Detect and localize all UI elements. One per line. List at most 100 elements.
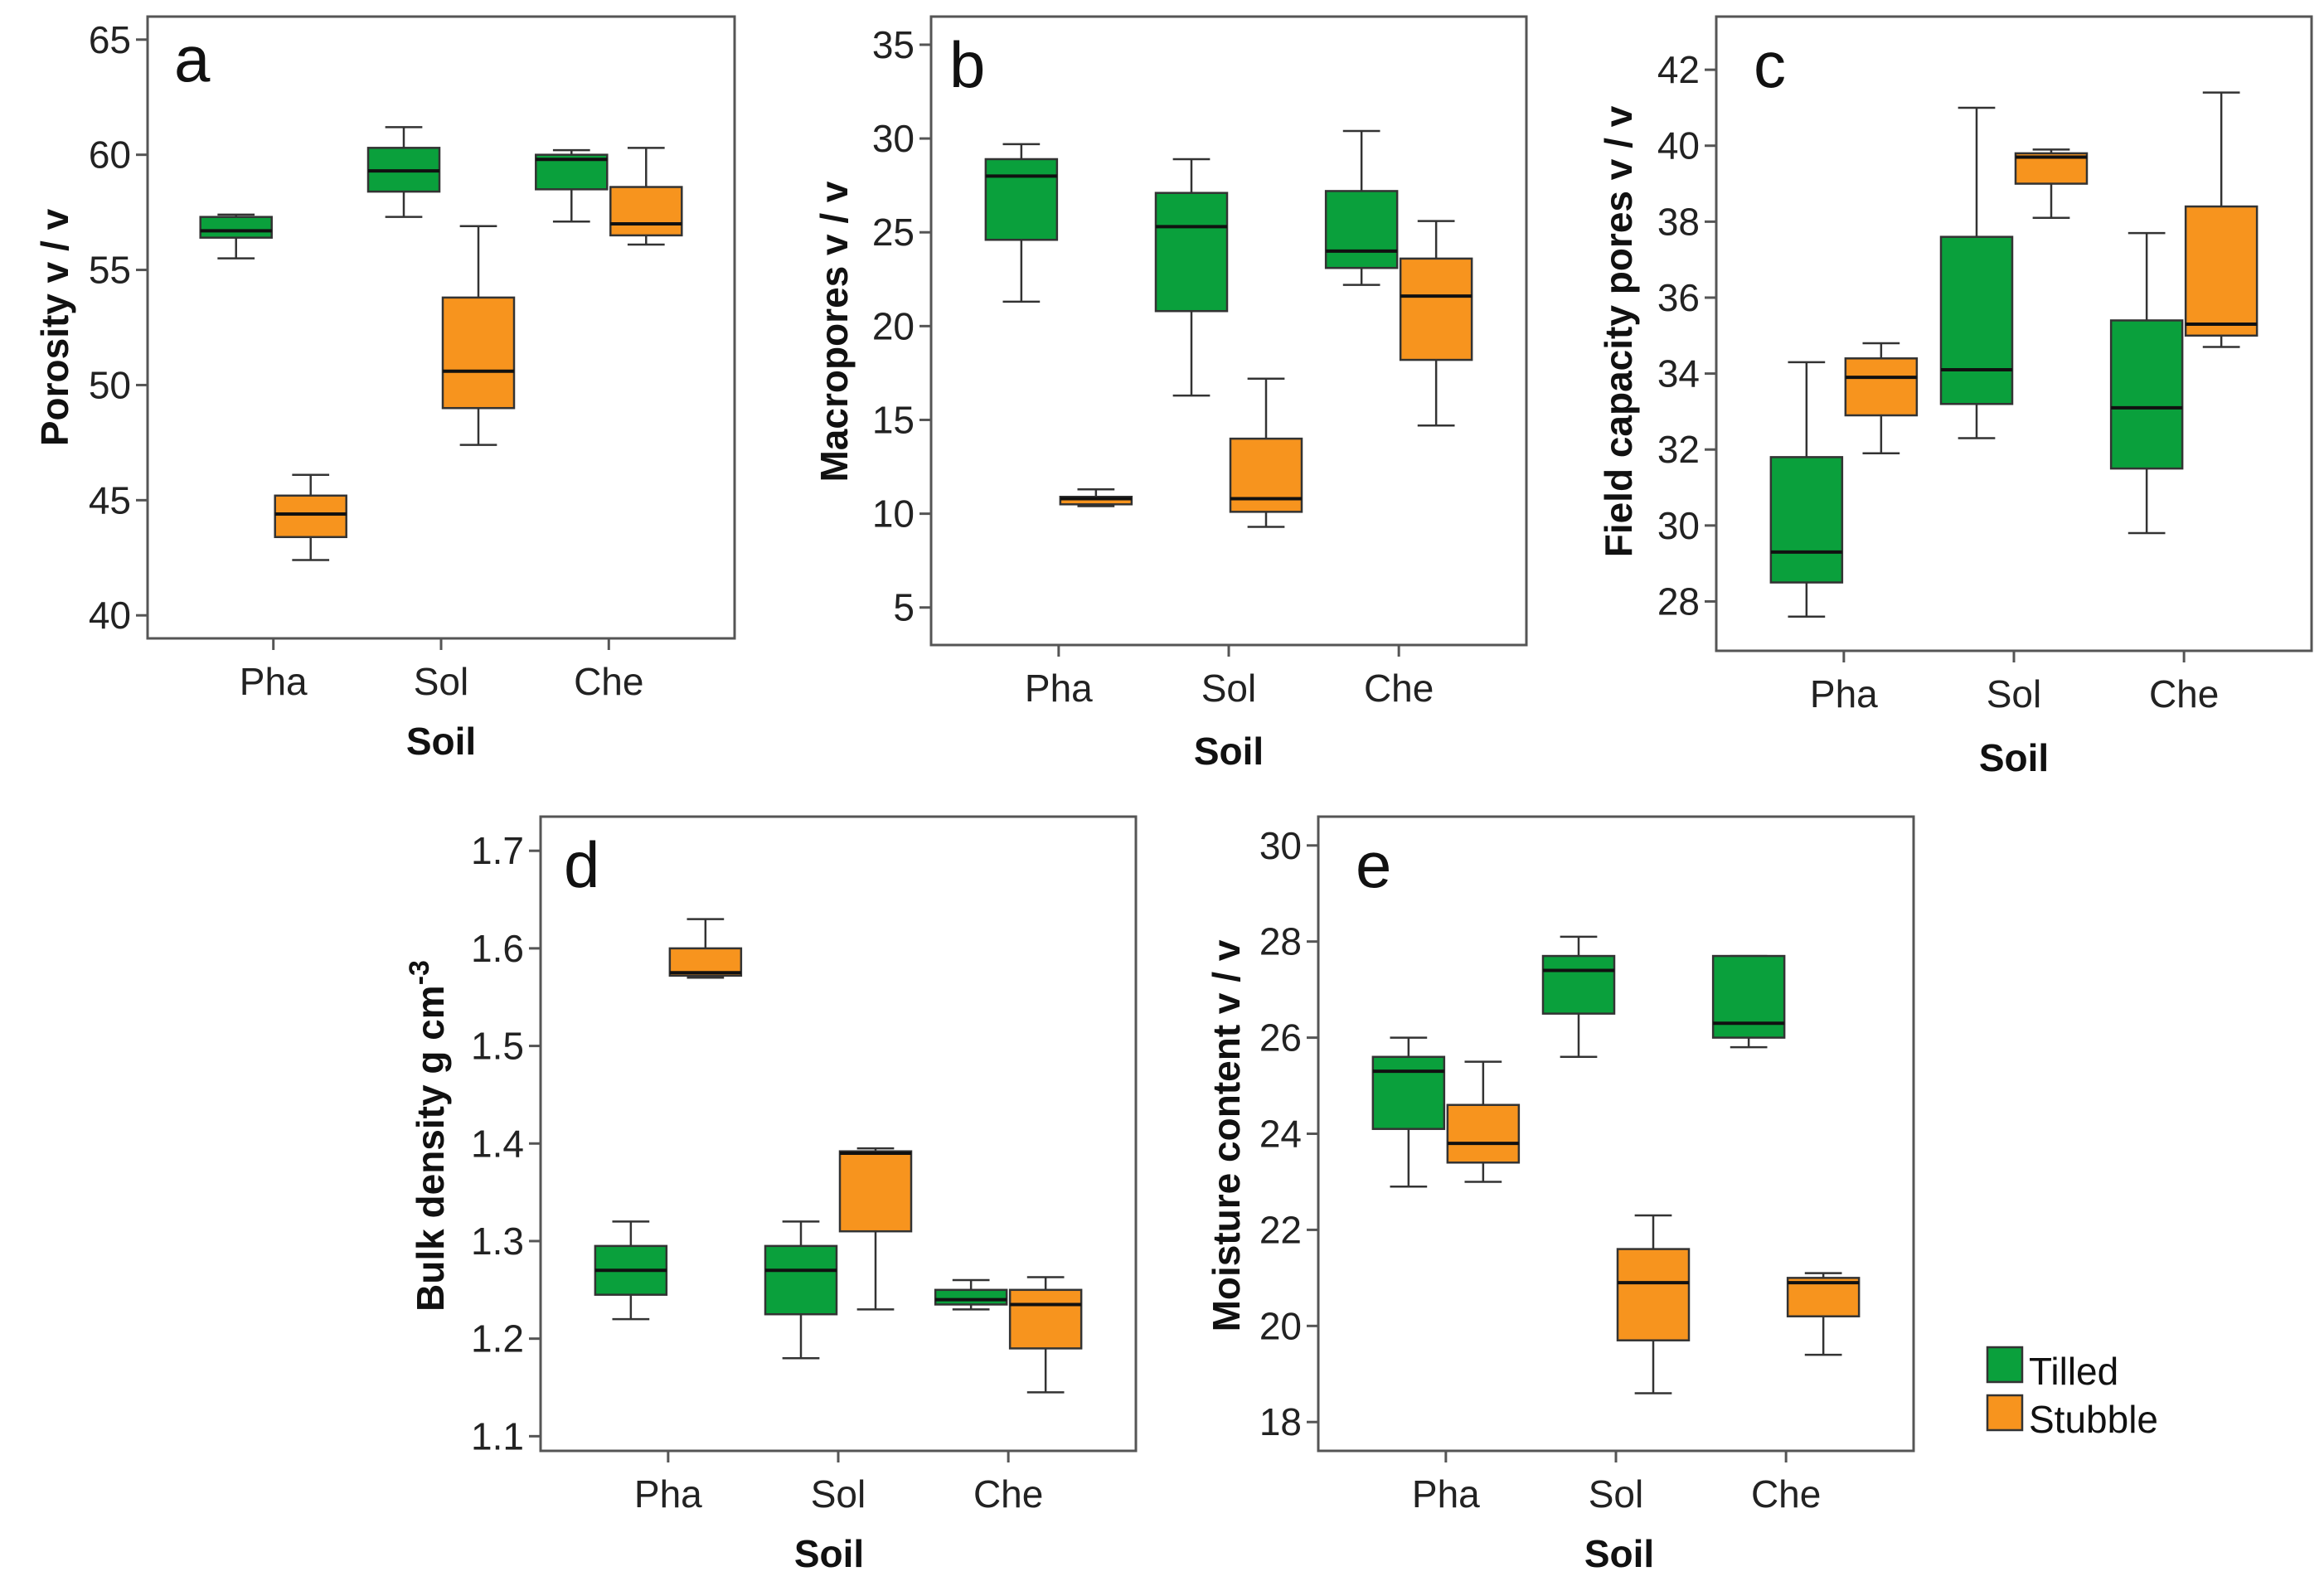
x-tick-label-che: Che [2149,672,2219,715]
panel-d-plot: 1.1 1.2 1.3 1.4 1.5 1.6 1.7 Pha Sol Che [471,829,1083,1516]
panel-a: a 40 45 50 55 60 65 Pha Sol Che Soil Porosity v … [33,15,736,763]
box-tilled-pha [1371,1055,1446,1130]
panel-a-plot: 40 45 50 55 60 65 Pha Sol Che [89,18,683,703]
y-tick-label: 50 [89,363,131,406]
y-tick-label: 1.5 [471,1025,524,1068]
box-stubble-pha [1844,357,1919,417]
box-tilled-pha [199,216,273,239]
box-tilled-che [2109,319,2184,470]
panel-d-y-title-main: Bulk density g cm [409,985,452,1312]
y-tick-label: 28 [1259,920,1302,963]
x-tick-label-pha: Pha [1025,667,1093,710]
y-tick-label: 18 [1259,1400,1302,1443]
panel-d-y-title-exponent: -3 [404,960,435,985]
panel-c-y-title: Field capacity pores v / v [1597,105,1640,557]
panel-a-frame [146,15,736,640]
panel-a-y-title: Porosity v / v [33,208,76,446]
y-tick-label: 65 [89,18,131,61]
y-tick-label: 55 [89,249,131,292]
box-tilled-che [934,1288,1008,1306]
x-tick-label-che: Che [1364,667,1434,710]
panel-b-y-title: Macropores v / v [813,181,856,482]
y-tick-label: 30 [1657,504,1700,547]
panel-e-frame [1317,815,1915,1453]
box-stubble-pha [1446,1103,1521,1164]
panel-b-letter: b [949,28,985,101]
y-tick-label: 26 [1259,1016,1302,1060]
y-tick-label: 5 [893,586,915,629]
box-tilled-sol [1939,235,2014,405]
y-tick-label: 38 [1657,200,1700,243]
box-stubble-sol [1229,437,1303,513]
y-tick-label: 1.7 [471,829,524,872]
panel-d-y-title: Bulk density g cm-3 [404,960,452,1312]
y-tick-label: 34 [1657,352,1700,395]
x-tick-label-pha: Pha [1412,1472,1480,1516]
panel-d: d 1.1 1.2 1.3 1.4 1.5 1.6 1.7 Pha Sol Che Soil Bu… [404,815,1138,1575]
y-tick-label: 35 [872,23,915,66]
panel-d-letter: d [564,828,599,901]
x-tick-label-pha: Pha [1810,672,1878,715]
y-tick-label: 1.1 [471,1414,524,1457]
box-tilled-pha [984,158,1059,241]
y-tick-label: 1.2 [471,1317,524,1360]
x-tick-label-sol: Sol [1589,1472,1643,1516]
x-tick-label-sol: Sol [1987,672,2041,715]
x-tick-label-sol: Sol [811,1472,866,1516]
y-tick-label: 40 [1657,124,1700,167]
legend-swatch-stubble [1986,1394,2024,1432]
x-tick-label-sol: Sol [414,660,468,703]
panel-c-plot: 28 30 32 34 36 38 40 42 Pha Sol Che [1657,48,2259,715]
panel-b-plot: 5 10 15 20 25 30 35 Pha Sol Che [872,23,1473,710]
y-tick-label: 40 [89,594,131,637]
panel-a-x-title: Soil [406,720,476,763]
y-tick-label: 36 [1657,276,1700,319]
y-tick-label: 10 [872,492,915,536]
panel-a-letter: a [174,22,211,95]
y-tick-label: 1.6 [471,927,524,970]
panel-e: e 18 20 22 24 26 28 30 Pha Sol Che Soil Moisture … [1205,815,1915,1575]
box-stubble-che [2184,205,2259,337]
y-tick-label: 1.3 [471,1220,524,1263]
panel-b: b 5 10 15 20 25 30 35 Pha Sol Che Soil Macropores… [813,15,1528,773]
y-tick-label: 15 [872,398,915,441]
panel-e-letter: e [1356,828,1391,901]
box-stubble-che [609,186,683,237]
y-tick-label: 60 [89,133,131,177]
legend-label-tilled: Tilled [2029,1350,2118,1393]
panel-e-x-title: Soil [1584,1532,1654,1575]
y-tick-label: 32 [1657,428,1700,471]
legend-swatch-tilled [1986,1346,2024,1384]
y-tick-label: 1.4 [471,1122,524,1165]
y-tick-label: 22 [1259,1208,1302,1251]
box-stubble-sol [1616,1248,1691,1341]
box-tilled-pha [1769,456,1844,584]
x-tick-label-pha: Pha [634,1472,702,1516]
panel-e-y-title: Moisture content v / v [1205,939,1248,1331]
panel-e-plot: 18 20 22 24 26 28 30 Pha Sol Che [1259,824,1861,1516]
y-tick-label: 42 [1657,48,1700,91]
box-stubble-che [1399,257,1473,361]
panel-c-letter: c [1754,28,1786,101]
box-stubble-pha [274,494,347,539]
x-tick-label-sol: Sol [1201,667,1256,710]
panel-c-x-title: Soil [1979,736,2049,779]
box-tilled-sol [764,1244,838,1316]
panel-b-x-title: Soil [1194,730,1264,773]
legend-label-stubble: Stubble [2029,1398,2158,1441]
y-tick-label: 45 [89,478,131,521]
box-stubble-sol [441,296,516,410]
x-tick-label-pha: Pha [240,660,308,703]
y-tick-label: 25 [872,211,915,254]
y-tick-label: 20 [872,304,915,347]
y-tick-label: 30 [1259,824,1302,867]
box-stubble-pha [1059,495,1133,506]
panel-c: c 28 30 32 34 36 38 40 42 Pha Sol Che Soil Field c… [1597,15,2313,779]
x-tick-label-che: Che [1751,1472,1821,1516]
x-tick-label-che: Che [574,660,643,703]
box-stubble-sol [838,1150,913,1233]
y-tick-label: 24 [1259,1113,1302,1156]
box-tilled-che [1324,190,1399,269]
legend: Tilled Stubble [1986,1346,2158,1441]
